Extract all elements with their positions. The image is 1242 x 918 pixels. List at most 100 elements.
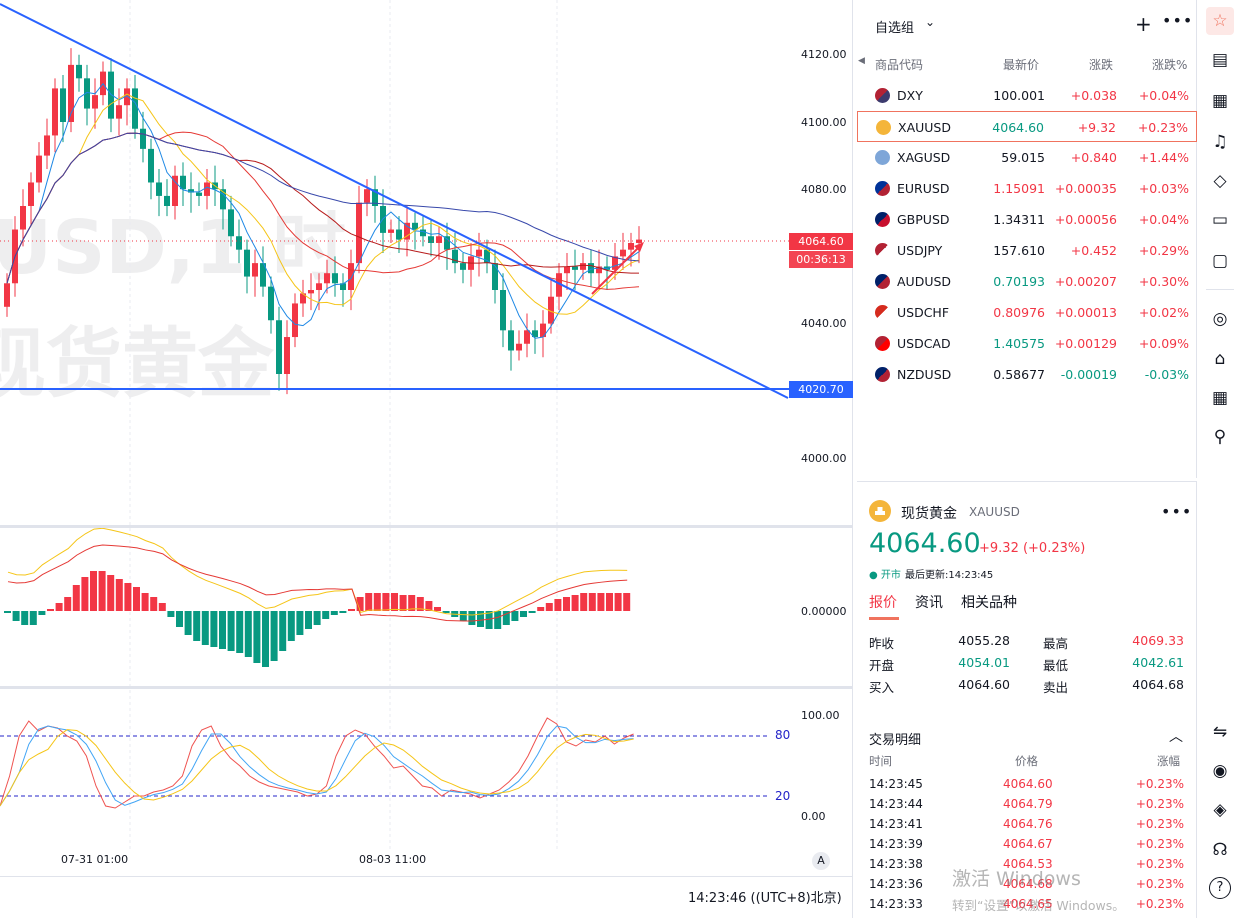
target-icon[interactable]: ◎ <box>1212 309 1228 329</box>
candle <box>284 320 290 395</box>
macd-bar <box>322 611 330 619</box>
collapse-triangle-icon[interactable]: ◀ <box>858 56 865 66</box>
macd-bar <box>133 587 140 611</box>
tab-news[interactable]: 资讯 <box>915 595 943 611</box>
table-icon[interactable]: ▦ <box>1211 388 1229 408</box>
watchlist-symbol: XAUUSD <box>898 120 951 135</box>
headset-icon[interactable]: ☊ <box>1212 840 1228 860</box>
stoch-level-20: 20 <box>775 789 791 803</box>
network-icon[interactable]: ⚲ <box>1213 427 1227 447</box>
more-options-icon[interactable]: ••• <box>1161 502 1193 521</box>
eye-icon[interactable]: ◉ <box>1212 761 1228 781</box>
watchlist-change-pct: +0.04% <box>1138 88 1189 103</box>
calendar-icon[interactable]: ▦ <box>1211 91 1229 111</box>
macd-bar <box>545 603 553 611</box>
macd-bar <box>365 593 373 611</box>
candle <box>300 279 306 317</box>
macd-bar <box>468 611 476 625</box>
macd-bar <box>219 611 226 649</box>
macd-bar <box>167 611 175 617</box>
macd-bar <box>597 593 605 611</box>
low-value: 4042.61 <box>1132 655 1184 670</box>
macd-bar <box>4 611 11 613</box>
dom-icon[interactable]: ⇋ <box>1212 722 1228 742</box>
macd-bar <box>588 593 596 611</box>
video-icon[interactable]: ▭ <box>1211 210 1229 230</box>
watchlist-change: +9.32 <box>1077 120 1116 135</box>
macd-bar <box>141 593 149 611</box>
candle <box>508 320 514 371</box>
layers-icon[interactable]: ◇ <box>1213 171 1227 191</box>
watchlist-row-usdjpy[interactable]: USDJPY 157.610 +0.452 +0.29% <box>857 235 1197 266</box>
watchlist-row-xauusd[interactable]: XAUUSD 4064.60 +9.32 +0.23% <box>857 111 1197 142</box>
watchlist-symbol: XAGUSD <box>897 150 951 165</box>
help-icon[interactable]: ? <box>1209 877 1231 899</box>
candle <box>572 249 578 290</box>
trade-time: 14:23:41 <box>869 817 923 831</box>
watchlist-row-gbpusd[interactable]: GBPUSD 1.34311 +0.00056 +0.04% <box>857 204 1197 235</box>
price-chart[interactable] <box>0 0 853 918</box>
candle <box>76 54 82 92</box>
document-icon[interactable]: ▤ <box>1211 50 1229 70</box>
pane-divider[interactable] <box>0 686 853 689</box>
column-change[interactable]: 涨跌 <box>1089 58 1114 72</box>
alert-bell-icon[interactable]: ♫ <box>1212 132 1228 152</box>
flag-eu-us-icon <box>875 181 890 196</box>
chevron-down-icon[interactable]: ⌄ <box>925 15 936 29</box>
candle <box>372 175 378 223</box>
watchlist-row-usdcad[interactable]: USDCAD 1.40575 +0.00129 +0.09% <box>857 328 1197 359</box>
watchlist-row-xagusd[interactable]: XAGUSD 59.015 +0.840 +1.44% <box>857 142 1197 173</box>
candle <box>132 74 138 139</box>
watchlist-row-audusd[interactable]: AUDUSD 0.70193 +0.00207 +0.30% <box>857 266 1197 297</box>
macd-bar <box>227 611 235 651</box>
macd-bar <box>47 609 54 611</box>
trade-price: 4064.53 <box>1003 857 1053 871</box>
clock-display[interactable]: 14:23:46 ((UTC+8)北京) <box>688 891 842 906</box>
tab-related[interactable]: 相关品种 <box>961 595 1017 611</box>
candle <box>548 279 554 334</box>
candle <box>292 293 298 348</box>
ask-value: 4064.68 <box>1132 677 1184 692</box>
watchlist-change: +0.00056 <box>1054 212 1117 227</box>
watchlist-symbol: USDCAD <box>897 336 951 351</box>
watchlist-row-usdchf[interactable]: USDCHF 0.80976 +0.00013 +0.02% <box>857 297 1197 328</box>
education-icon[interactable]: ⌂ <box>1214 349 1226 369</box>
right-toolbar: ☆ ▤ ▦ ♫ ◇ ▭ ▢ ◎ ⌂ ▦ ⚲ ⇋ ◉ ◈ ☊ ? <box>1198 0 1242 918</box>
watchlist-change: +0.00129 <box>1054 336 1117 351</box>
pane-divider[interactable] <box>0 525 853 528</box>
watchlist-title[interactable]: 自选组 <box>875 21 915 36</box>
candle <box>124 78 130 126</box>
column-last[interactable]: 最新价 <box>1003 58 1040 72</box>
high-value: 4069.33 <box>1132 633 1184 648</box>
trade-time: 14:23:38 <box>869 857 923 871</box>
watchlist-last: 1.34311 <box>993 212 1045 227</box>
ask-label: 卖出 <box>1043 680 1069 695</box>
column-symbol[interactable]: 商品代码 <box>875 58 924 72</box>
watchlist-row-nzdusd[interactable]: NZDUSD 0.58677 -0.00019 -0.03% <box>857 359 1197 390</box>
trade-price: 4064.68 <box>1003 877 1053 891</box>
macd-bar <box>511 611 519 621</box>
column-change-pct[interactable]: 涨跌% <box>1152 58 1188 72</box>
macd-bar <box>382 593 390 611</box>
tab-quote[interactable]: 报价 <box>869 595 897 611</box>
trade-pct: +0.23% <box>1135 817 1184 831</box>
auto-scale-button[interactable]: A <box>812 852 830 870</box>
last-price: 4064.60 <box>869 528 981 559</box>
chart-area[interactable]: USD,1 时 现货黄金 4120.00 4100 <box>0 0 853 918</box>
macd-bar <box>21 611 29 625</box>
watchlist-last: 4064.60 <box>992 120 1044 135</box>
watchlist-row-dxy[interactable]: DXY 100.001 +0.038 +0.04% <box>857 80 1197 111</box>
watchlist-symbol: EURUSD <box>897 181 950 196</box>
trades-header-price: 价格 <box>1015 754 1038 768</box>
hand-shake-icon[interactable]: ◈ <box>1213 800 1227 820</box>
macd-line <box>7 527 628 616</box>
candle <box>188 172 194 213</box>
candle <box>428 219 434 257</box>
chat-icon[interactable]: ▢ <box>1211 251 1229 271</box>
activation-line2: 转到“设置”以激活 Windows。 <box>952 898 1125 913</box>
watchlist-icon[interactable]: ☆ <box>1206 7 1234 35</box>
chevron-up-icon[interactable]: ︿ <box>1169 729 1183 745</box>
more-options-icon[interactable]: ••• <box>1162 11 1194 30</box>
add-symbol-icon[interactable]: + <box>1135 12 1152 36</box>
watchlist-row-eurusd[interactable]: EURUSD 1.15091 +0.00035 +0.03% <box>857 173 1197 204</box>
